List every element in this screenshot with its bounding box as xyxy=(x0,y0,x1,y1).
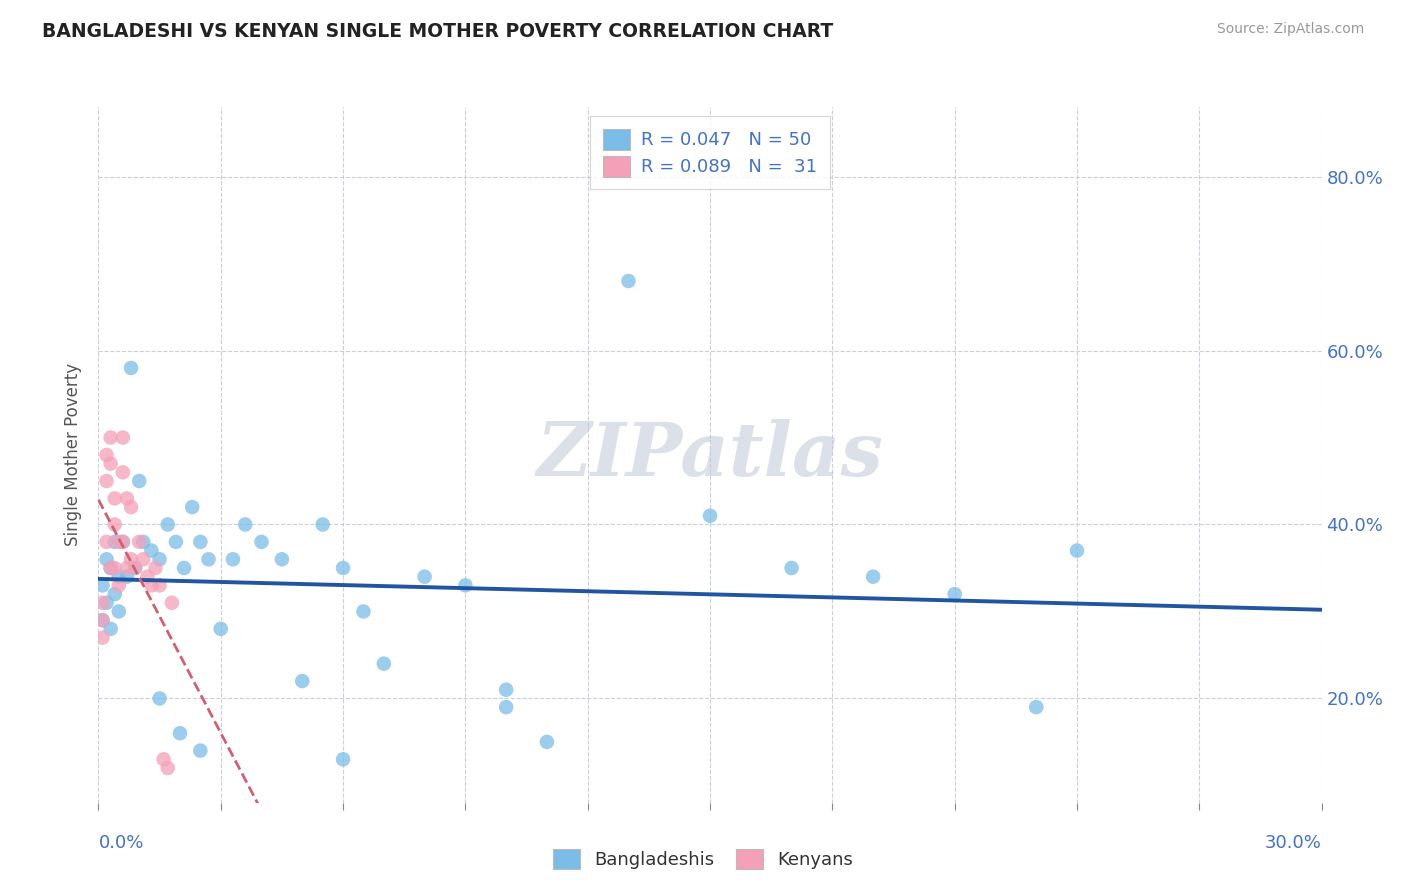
Point xyxy=(943,587,966,601)
Legend: R = 0.047   N = 50, R = 0.089   N =  31: R = 0.047 N = 50, R = 0.089 N = 31 xyxy=(591,116,830,189)
Point xyxy=(332,752,354,766)
Point xyxy=(250,534,273,549)
Point xyxy=(104,561,127,575)
Text: Source: ZipAtlas.com: Source: ZipAtlas.com xyxy=(1216,22,1364,37)
Point xyxy=(160,596,183,610)
Point xyxy=(862,570,884,584)
Point xyxy=(1066,543,1088,558)
Point xyxy=(495,682,517,697)
Point xyxy=(132,534,155,549)
Point xyxy=(352,605,374,619)
Point xyxy=(91,613,114,627)
Point xyxy=(413,570,436,584)
Point xyxy=(270,552,294,566)
Point xyxy=(173,561,195,575)
Point xyxy=(100,430,122,444)
Point xyxy=(128,534,150,549)
Point xyxy=(312,517,335,532)
Point xyxy=(169,726,191,740)
Point xyxy=(120,361,142,376)
Point xyxy=(141,578,163,592)
Point xyxy=(100,561,122,575)
Point xyxy=(454,578,477,592)
Text: 30.0%: 30.0% xyxy=(1265,834,1322,852)
Point xyxy=(104,491,127,506)
Point xyxy=(96,534,118,549)
Point xyxy=(233,517,256,532)
Point xyxy=(100,457,122,471)
Point xyxy=(291,674,314,689)
Point xyxy=(149,578,172,592)
Point xyxy=(124,561,146,575)
Point xyxy=(111,534,134,549)
Point xyxy=(188,744,212,758)
Point xyxy=(115,561,138,575)
Point xyxy=(699,508,721,523)
Point xyxy=(145,561,167,575)
Point xyxy=(108,605,131,619)
Point xyxy=(91,596,114,610)
Point xyxy=(120,552,142,566)
Point xyxy=(617,274,640,288)
Point xyxy=(124,561,146,575)
Point xyxy=(111,534,134,549)
Point xyxy=(332,561,354,575)
Point xyxy=(188,534,212,549)
Point xyxy=(495,700,517,714)
Text: ZIPatlas: ZIPatlas xyxy=(537,418,883,491)
Point xyxy=(120,500,142,514)
Point xyxy=(115,491,138,506)
Point xyxy=(132,552,155,566)
Point xyxy=(373,657,395,671)
Point xyxy=(141,543,163,558)
Point xyxy=(96,552,118,566)
Point xyxy=(108,570,131,584)
Point xyxy=(104,517,127,532)
Point xyxy=(149,691,172,706)
Point xyxy=(108,578,131,592)
Point xyxy=(156,761,179,775)
Point xyxy=(165,534,187,549)
Point xyxy=(91,613,114,627)
Point xyxy=(91,578,114,592)
Point xyxy=(104,534,127,549)
Legend: Bangladeshis, Kenyans: Bangladeshis, Kenyans xyxy=(544,839,862,879)
Point xyxy=(209,622,232,636)
Y-axis label: Single Mother Poverty: Single Mother Poverty xyxy=(65,363,83,547)
Point xyxy=(128,474,150,488)
Point xyxy=(536,735,558,749)
Point xyxy=(108,534,131,549)
Point xyxy=(111,466,134,480)
Point xyxy=(181,500,204,514)
Point xyxy=(222,552,245,566)
Point xyxy=(780,561,803,575)
Point xyxy=(197,552,219,566)
Point xyxy=(111,430,134,444)
Text: BANGLADESHI VS KENYAN SINGLE MOTHER POVERTY CORRELATION CHART: BANGLADESHI VS KENYAN SINGLE MOTHER POVE… xyxy=(42,22,834,41)
Point xyxy=(96,448,118,462)
Text: 0.0%: 0.0% xyxy=(98,834,143,852)
Point xyxy=(115,570,138,584)
Point xyxy=(96,474,118,488)
Point xyxy=(149,552,172,566)
Point xyxy=(152,752,174,766)
Point xyxy=(100,561,122,575)
Point xyxy=(100,622,122,636)
Point xyxy=(136,570,159,584)
Point xyxy=(104,587,127,601)
Point xyxy=(91,631,114,645)
Point xyxy=(1025,700,1047,714)
Point xyxy=(96,596,118,610)
Point xyxy=(156,517,179,532)
